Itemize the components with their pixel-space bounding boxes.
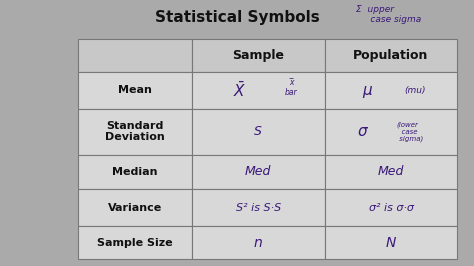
Bar bbox=[325, 109, 457, 155]
Text: Σ  upper
     case sigma: Σ upper case sigma bbox=[356, 5, 421, 24]
Bar bbox=[78, 155, 192, 189]
Text: S: S bbox=[255, 125, 262, 138]
Bar bbox=[325, 155, 457, 189]
Text: n: n bbox=[254, 236, 263, 250]
Text: x̅
bar: x̅ bar bbox=[285, 78, 298, 97]
Text: Statistical Symbols: Statistical Symbols bbox=[155, 10, 319, 25]
Text: $\bar{X}$: $\bar{X}$ bbox=[233, 81, 246, 100]
Bar bbox=[78, 109, 192, 155]
Bar bbox=[325, 39, 457, 72]
Bar bbox=[325, 189, 457, 226]
Bar bbox=[78, 72, 192, 109]
Bar bbox=[192, 39, 325, 72]
Text: (mu): (mu) bbox=[404, 86, 426, 95]
Text: σ: σ bbox=[358, 124, 367, 139]
Bar bbox=[325, 226, 457, 259]
Bar bbox=[192, 189, 325, 226]
Bar bbox=[78, 39, 192, 72]
Bar bbox=[325, 72, 457, 109]
Bar bbox=[78, 189, 192, 226]
Text: S² is S·S: S² is S·S bbox=[236, 202, 281, 213]
Bar bbox=[192, 155, 325, 189]
Text: Sample Size: Sample Size bbox=[97, 238, 173, 248]
Bar bbox=[78, 226, 192, 259]
Text: Med: Med bbox=[378, 165, 404, 178]
Text: Variance: Variance bbox=[108, 202, 162, 213]
Text: Sample: Sample bbox=[232, 49, 284, 62]
Bar bbox=[192, 109, 325, 155]
Text: Med: Med bbox=[245, 165, 272, 178]
Text: N: N bbox=[386, 236, 396, 250]
Text: μ: μ bbox=[363, 83, 372, 98]
Text: Population: Population bbox=[353, 49, 429, 62]
Bar bbox=[192, 226, 325, 259]
Text: (lower
  case
 sigma): (lower case sigma) bbox=[397, 121, 423, 142]
Text: Standard
Deviation: Standard Deviation bbox=[105, 121, 165, 143]
Text: Mean: Mean bbox=[118, 85, 152, 95]
Text: σ² is σ·σ: σ² is σ·σ bbox=[369, 202, 413, 213]
Bar bbox=[192, 72, 325, 109]
Text: Median: Median bbox=[112, 167, 158, 177]
